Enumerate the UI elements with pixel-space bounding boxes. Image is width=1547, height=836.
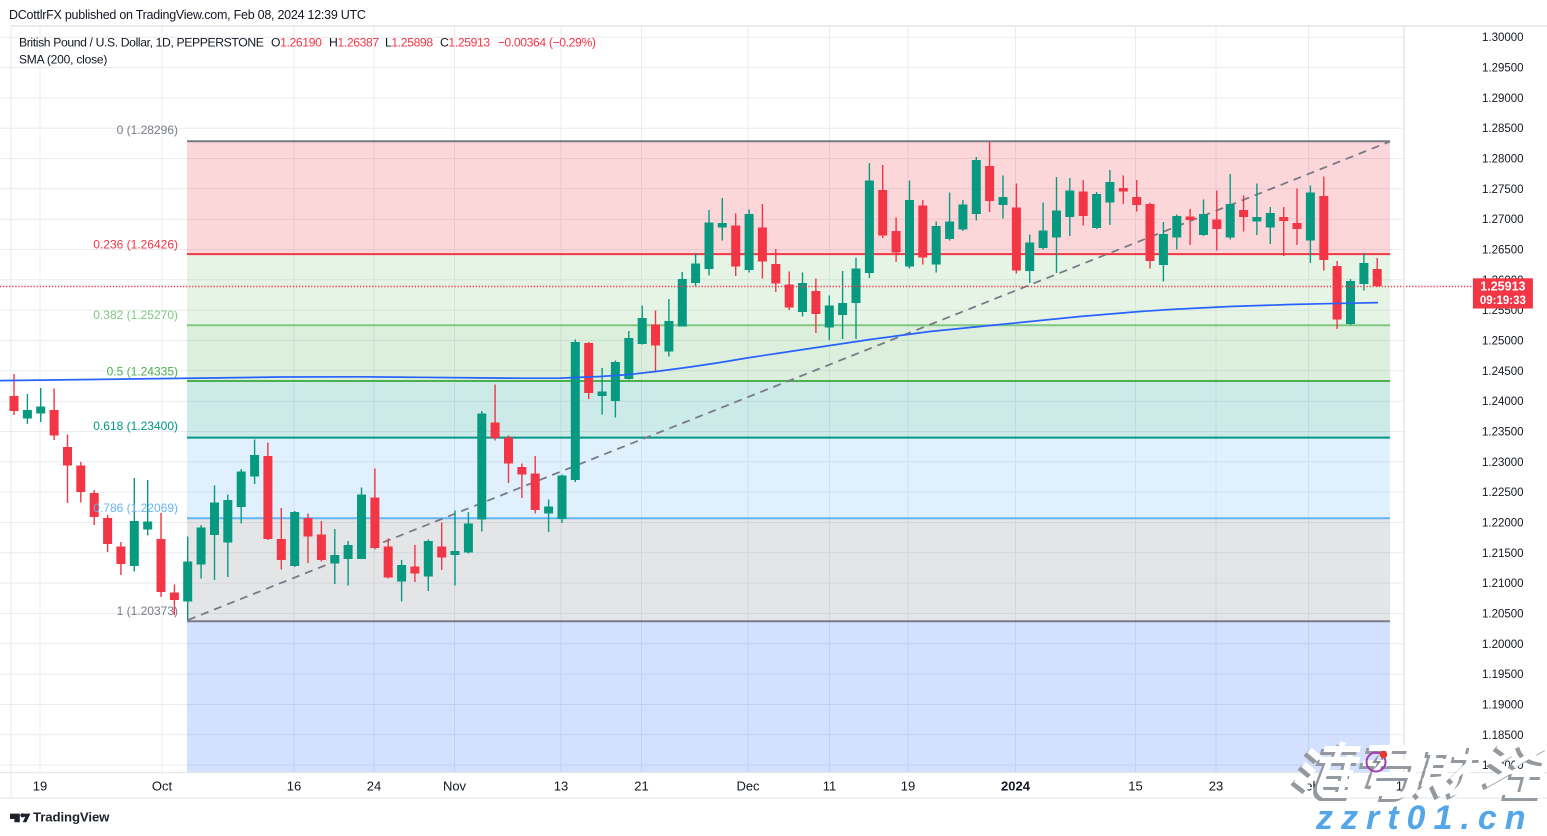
svg-text:zzrt01.cn: zzrt01.cn <box>1315 799 1534 836</box>
svg-text:0.786 (1.22069): 0.786 (1.22069) <box>93 501 178 515</box>
svg-text:C1.25913: C1.25913 <box>440 36 490 50</box>
svg-text:1.30000: 1.30000 <box>1482 32 1524 44</box>
svg-text:21: 21 <box>634 779 648 794</box>
svg-text:1.21000: 1.21000 <box>1482 578 1524 590</box>
svg-text:1.19000: 1.19000 <box>1482 700 1524 712</box>
svg-text:1.20500: 1.20500 <box>1482 609 1524 621</box>
svg-text:0.618 (1.23400): 0.618 (1.23400) <box>93 419 178 433</box>
svg-text:Oct: Oct <box>152 779 173 794</box>
svg-text:0.5 (1.24335): 0.5 (1.24335) <box>107 365 178 379</box>
svg-text:15: 15 <box>1128 779 1142 794</box>
svg-text:1.26500: 1.26500 <box>1482 245 1524 257</box>
svg-text:16: 16 <box>287 779 301 794</box>
svg-text:1.18500: 1.18500 <box>1482 730 1524 742</box>
svg-text:0.236 (1.26426): 0.236 (1.26426) <box>93 238 178 252</box>
svg-text:1.19500: 1.19500 <box>1482 669 1524 681</box>
svg-text:TradingView: TradingView <box>33 809 110 824</box>
svg-text:Dec: Dec <box>736 779 760 794</box>
svg-text:1.20000: 1.20000 <box>1482 639 1524 651</box>
svg-text:1.28500: 1.28500 <box>1482 123 1524 135</box>
svg-text:1.21500: 1.21500 <box>1482 548 1524 560</box>
svg-text:1.22000: 1.22000 <box>1482 518 1524 530</box>
svg-text:13: 13 <box>554 779 568 794</box>
svg-text:0.382 (1.25270): 0.382 (1.25270) <box>93 308 178 322</box>
svg-text:1.25000: 1.25000 <box>1482 336 1524 348</box>
svg-text:09:19:33: 09:19:33 <box>1480 295 1526 307</box>
svg-text:1.29500: 1.29500 <box>1482 63 1524 75</box>
svg-text:1 (1.20373): 1 (1.20373) <box>117 604 178 618</box>
svg-text:British Pound / U.S. Dollar, 1: British Pound / U.S. Dollar, 1D, PEPPERS… <box>19 36 264 50</box>
svg-text:zzrt01.cn: zzrt01.cn <box>1313 802 1532 836</box>
svg-text:1.25913: 1.25913 <box>1480 280 1525 294</box>
svg-text:1.29000: 1.29000 <box>1482 93 1524 105</box>
svg-text:H1.26387: H1.26387 <box>329 36 379 50</box>
svg-text:1.24000: 1.24000 <box>1482 396 1524 408</box>
svg-text:23: 23 <box>1209 779 1223 794</box>
svg-text:L1.25898: L1.25898 <box>385 36 433 50</box>
svg-text:1.23500: 1.23500 <box>1482 427 1524 439</box>
svg-text:1.24500: 1.24500 <box>1482 366 1524 378</box>
svg-text:11: 11 <box>823 779 837 794</box>
svg-text:1.27000: 1.27000 <box>1482 214 1524 226</box>
svg-text:24: 24 <box>367 779 381 794</box>
svg-text:1.27500: 1.27500 <box>1482 184 1524 196</box>
svg-text:0 (1.28296): 0 (1.28296) <box>117 123 178 137</box>
svg-text:Nov: Nov <box>443 779 467 794</box>
svg-text:1.28000: 1.28000 <box>1482 154 1524 166</box>
svg-text:O1.26190: O1.26190 <box>271 36 322 50</box>
svg-text:19: 19 <box>33 779 47 794</box>
svg-text:19: 19 <box>901 779 915 794</box>
svg-text:−0.00364 (−0.29%): −0.00364 (−0.29%) <box>498 36 596 50</box>
svg-text:SMA (200, close): SMA (200, close) <box>19 53 107 67</box>
svg-text:2024: 2024 <box>1001 779 1031 794</box>
svg-text:DCottlrFX published on Trading: DCottlrFX published on TradingView.com, … <box>9 8 366 22</box>
svg-text:1.22500: 1.22500 <box>1482 487 1524 499</box>
svg-text:1.23000: 1.23000 <box>1482 457 1524 469</box>
